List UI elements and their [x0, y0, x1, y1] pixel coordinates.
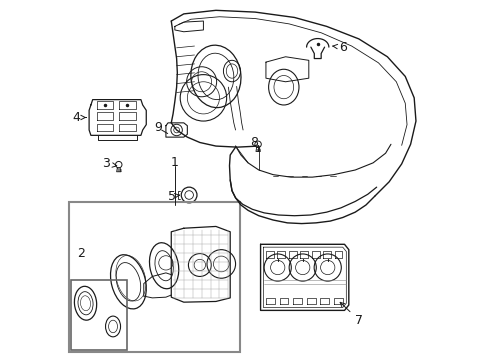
Text: 9: 9: [154, 121, 162, 134]
Bar: [71, 280, 126, 350]
Text: 6: 6: [332, 41, 346, 54]
Text: 8: 8: [249, 136, 257, 149]
Bar: [69, 202, 240, 352]
Text: 1: 1: [170, 156, 179, 169]
Text: 4: 4: [73, 111, 86, 124]
Text: 7: 7: [340, 302, 362, 327]
Text: 5: 5: [168, 190, 179, 203]
Text: 3: 3: [102, 157, 117, 170]
Text: 2: 2: [77, 247, 84, 260]
